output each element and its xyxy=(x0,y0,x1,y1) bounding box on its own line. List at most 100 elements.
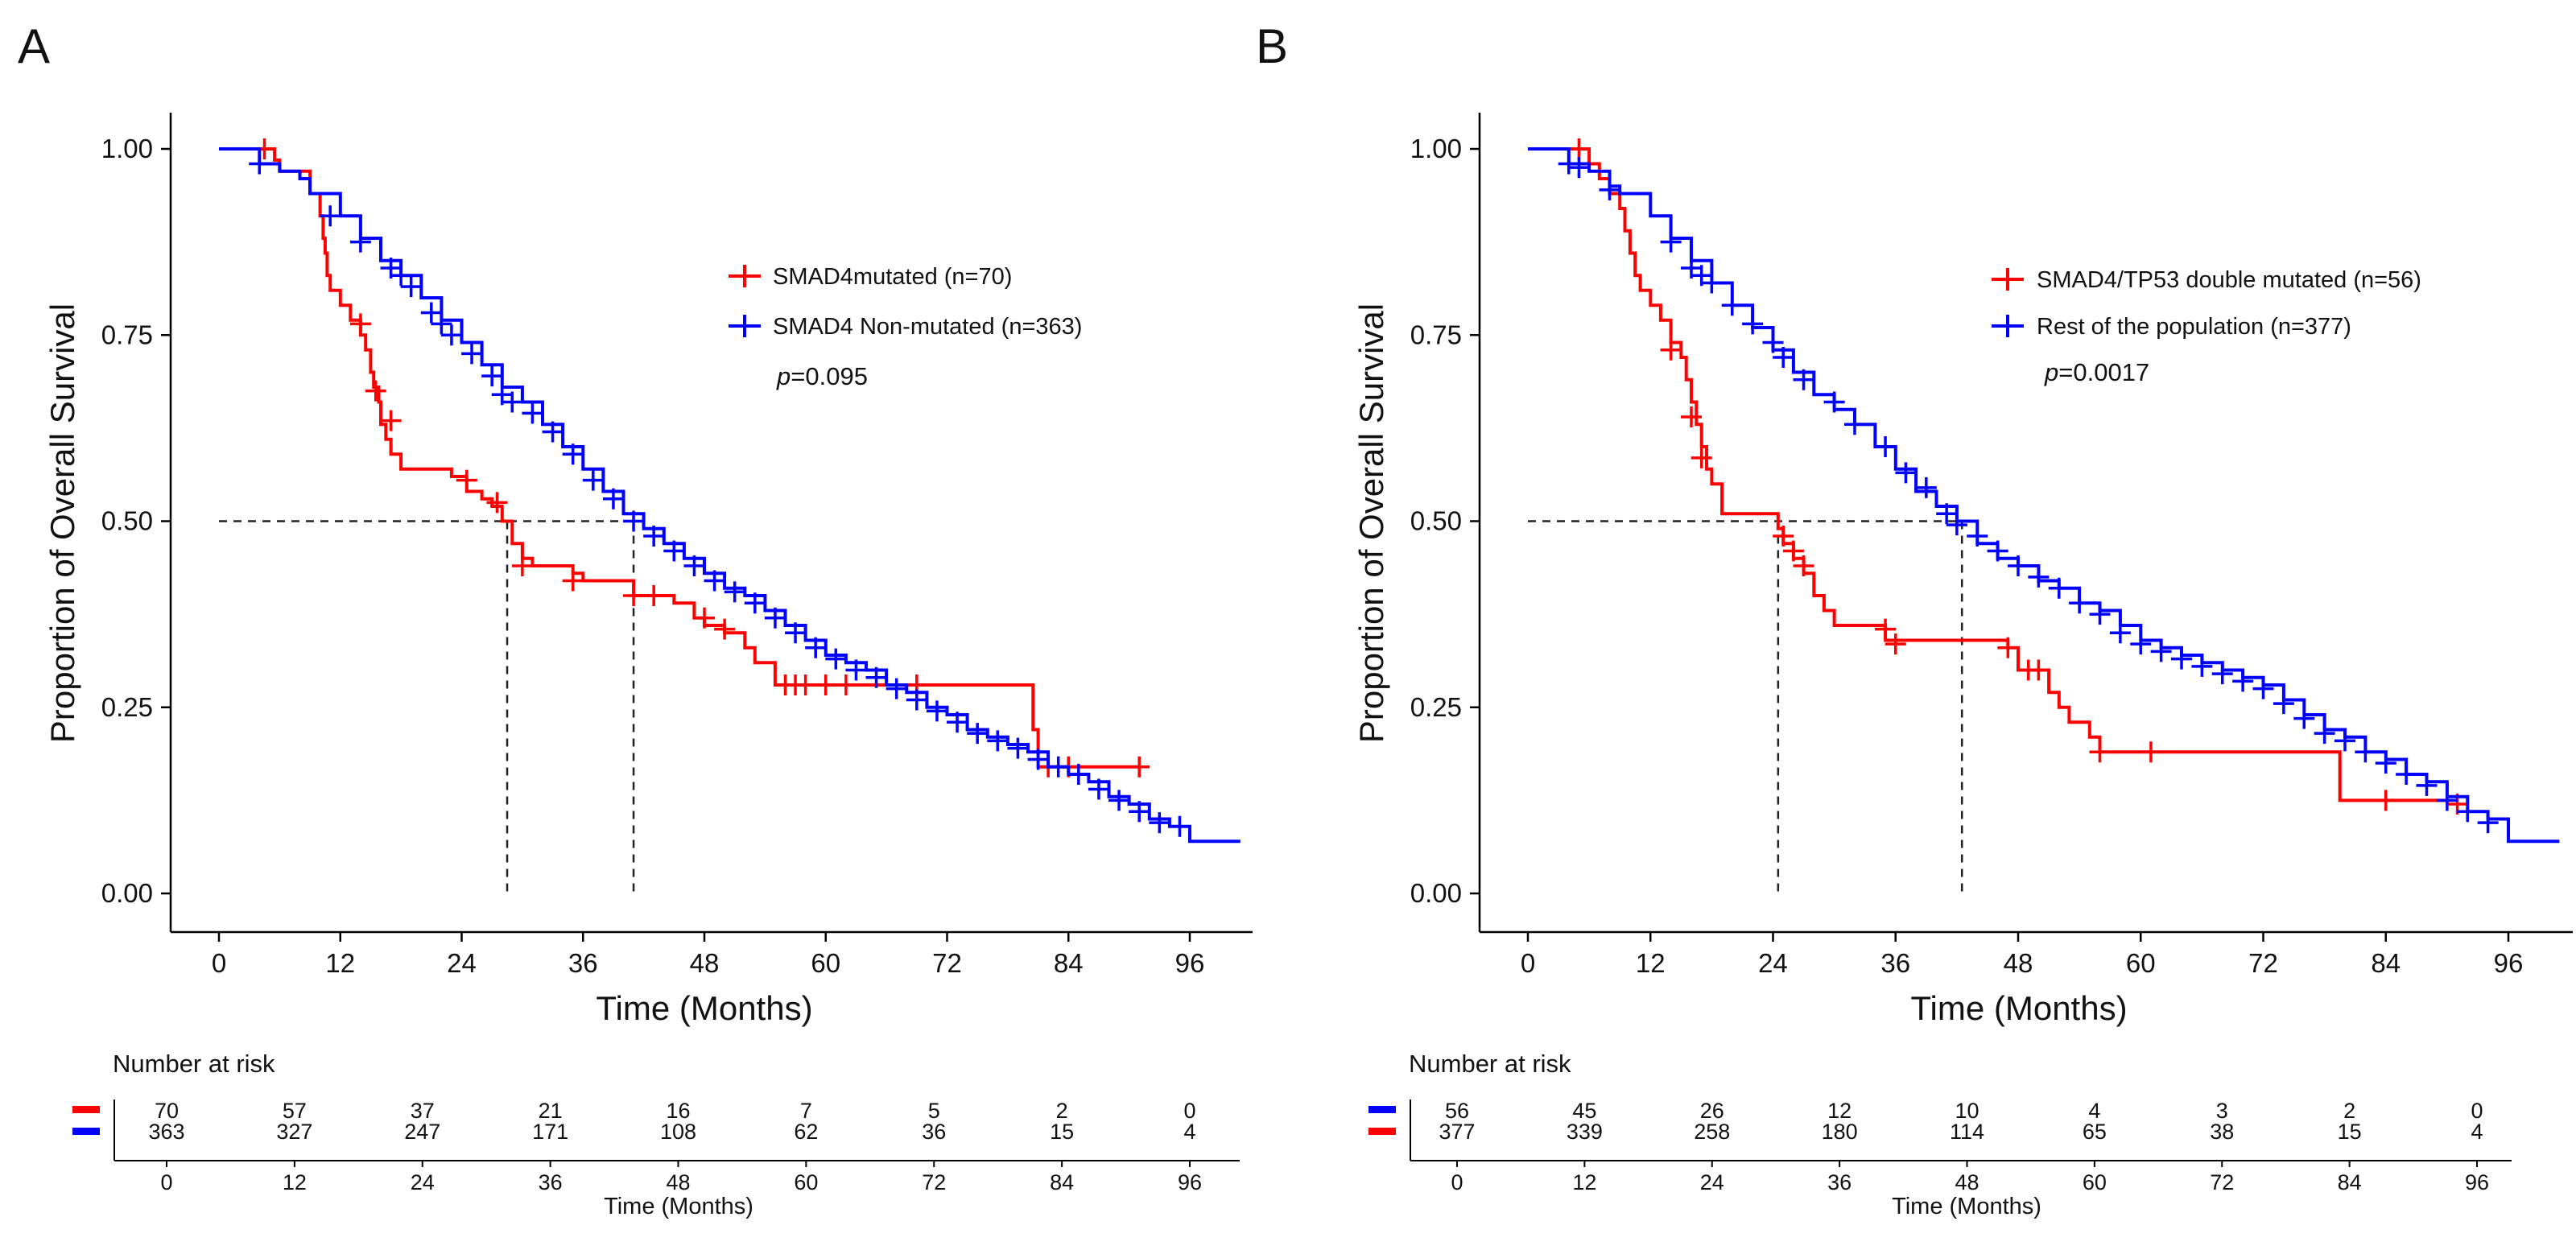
panel-b-legend: SMAD4/TP53 double mutated (n=56) Rest of… xyxy=(1992,267,2421,340)
panel-b-censor-mark xyxy=(1936,503,1958,525)
panel-a-plot: 0.00 0.25 0.50 0.75 1.00 0 12 24 36 48 60 72 84 96 xyxy=(101,113,1253,978)
legend-label: SMAD4/TP53 double mutated (n=56) xyxy=(2037,267,2421,293)
legend-label: Rest of the population (n=377) xyxy=(2037,314,2351,340)
panel-b-censor-mark xyxy=(2048,577,2070,599)
panel-b-censor-mark xyxy=(1793,369,1814,390)
panel-b-censor-mark xyxy=(2375,753,2396,774)
panel-a-censor-mark xyxy=(815,675,836,695)
panel-b-censor-mark xyxy=(1844,414,1865,435)
panel-a-censor-mark xyxy=(461,343,483,365)
panel-b-risk-tick-label: 60 xyxy=(2083,1170,2107,1194)
panel-b-risk-cell: 10 xyxy=(1955,1099,1979,1123)
panel-a-censor-mark xyxy=(785,622,807,644)
panel-a-risk-tick-label: 72 xyxy=(922,1170,946,1194)
panel-b-y-tick-label: 0.25 xyxy=(1410,692,1462,722)
panel-a-x-tick-label: 24 xyxy=(447,948,477,978)
risk-row-swatch xyxy=(72,1128,100,1135)
panel-a-censor-mark xyxy=(643,526,665,547)
panel-a-censor-mark xyxy=(704,570,725,592)
panel-a-censor-mark xyxy=(623,510,645,532)
panel-a-risk-cell: 16 xyxy=(666,1099,690,1123)
panel-b-censor-mark xyxy=(2171,648,2192,670)
panel-a-risk-tick-label: 12 xyxy=(283,1170,307,1194)
panel-a-censor-mark xyxy=(249,153,270,175)
panel-a-risk-tick-label: 96 xyxy=(1178,1170,1202,1194)
panel-b-censor-mark xyxy=(2109,622,2131,644)
panel-b-censor-mark xyxy=(2008,555,2029,576)
panel-b-censor-mark xyxy=(2416,774,2438,796)
panel-b-risk-tick-label: 24 xyxy=(1700,1170,1724,1194)
panel-a-risk-tick-label: 60 xyxy=(794,1170,818,1194)
panel-a-censor-mark xyxy=(431,313,452,335)
panel-b-censor-mark xyxy=(1690,447,1712,468)
panel-b-risk-tick-label: 12 xyxy=(1572,1170,1596,1194)
panel-b-y-tick-label: 0.50 xyxy=(1410,506,1462,536)
risk-row-swatch xyxy=(1368,1128,1396,1135)
panel-a-censor-mark xyxy=(420,302,442,324)
panel-a-x-tick-label: 36 xyxy=(568,948,598,978)
panel-a-censor-mark xyxy=(1007,737,1029,759)
panel-b-censor-mark xyxy=(1823,391,1845,413)
panel-a-censor-mark xyxy=(714,618,736,640)
panel-b-risk-x-title: Time (Months) xyxy=(1892,1194,2041,1219)
panel-b-risk-cell: 180 xyxy=(1822,1120,1858,1144)
panel-b-censor-mark xyxy=(1782,540,1804,562)
panel-b-censor-mark xyxy=(2436,790,2458,811)
panel-b-x-tick-label: 24 xyxy=(1758,948,1788,978)
panel-a-censor-mark xyxy=(1047,756,1069,778)
panel-b-censor-mark xyxy=(2477,812,2499,834)
panel-a-censor-mark xyxy=(906,689,927,711)
p-value-symbol: p xyxy=(2044,358,2058,386)
panel-b-censor-mark xyxy=(1701,272,1723,294)
panel-b-survival-curve-2 xyxy=(1528,147,2560,844)
panel-a-risk-cell: 70 xyxy=(155,1099,179,1123)
panel-b-y-axis-title: Proportion of Overall Survival xyxy=(1352,303,1390,743)
panel-a-censor-mark xyxy=(365,380,386,402)
panel-b-x-tick-label: 12 xyxy=(1636,948,1666,978)
panel-b-censor-mark xyxy=(1875,618,1897,640)
panel-a-risk-cell: 62 xyxy=(794,1120,818,1144)
panel-a-risk-tick-label: 48 xyxy=(666,1170,690,1194)
panel-b-censor-mark xyxy=(2211,663,2233,685)
panel-b-risk-cell: 339 xyxy=(1567,1120,1603,1144)
panel-a-censor-mark xyxy=(643,585,665,606)
panel-b-risk-tick-label: 84 xyxy=(2338,1170,2362,1194)
panel-a-risk-cell: 363 xyxy=(148,1120,184,1144)
panel-b-legend-item-rest-of-population: Rest of the population (n=377) xyxy=(1992,314,2351,340)
panel-a-risk-cell: 7 xyxy=(800,1099,812,1123)
panel-b-risk-cell: 12 xyxy=(1827,1099,1852,1123)
panel-b-x-tick-label: 84 xyxy=(2371,948,2401,978)
risk-row-swatch xyxy=(1368,1106,1396,1113)
panel-a-censor-mark xyxy=(562,443,584,465)
panel-a-censor-mark xyxy=(582,469,604,491)
panel-a-risk-cell: 36 xyxy=(922,1120,946,1144)
panel-b-censor-mark xyxy=(2314,723,2335,745)
panel-a-risk-tick-label: 84 xyxy=(1050,1170,1074,1194)
panel-b-risk-tick-label: 48 xyxy=(1955,1170,1979,1194)
panel-b-risk-cell: 258 xyxy=(1694,1120,1730,1144)
panel-b-censor-mark xyxy=(1681,406,1702,427)
panel-a-censor-mark xyxy=(947,712,968,733)
panel-a-censor-mark xyxy=(1129,756,1150,778)
panel-a-survival-curve-1 xyxy=(219,147,1140,769)
panel-b-x-axis-title: Time (Months) xyxy=(1910,989,2127,1027)
panel-a-censor-mark xyxy=(511,555,533,576)
panel-b-risk-cell: 56 xyxy=(1445,1099,1469,1123)
panel-b-y-tick-label: 0.75 xyxy=(1410,320,1462,349)
panel-b-x-tick-label: 0 xyxy=(1521,948,1535,978)
panel-a-censor-mark xyxy=(825,648,847,670)
panel-a-censor-mark xyxy=(390,265,412,287)
panel-b-censor-mark xyxy=(1558,153,1579,175)
panel-a-censor-mark xyxy=(724,581,745,603)
panel-b-risk-cell: 2 xyxy=(2343,1099,2355,1123)
panel-b-censor-mark xyxy=(1721,295,1743,316)
panel-b-censor-mark xyxy=(1660,339,1682,361)
panel-a-risk-tick-label: 0 xyxy=(160,1170,172,1194)
panel-a-censor-mark xyxy=(486,492,508,514)
panel-b-y-tick-label: 1.00 xyxy=(1410,134,1462,163)
panel-a-legend-item-smad4-non-mutated: SMAD4 Non-mutated (n=363) xyxy=(729,314,1082,340)
panel-b-censor-mark xyxy=(2457,801,2479,823)
panel-b-risk-cell: 3 xyxy=(2216,1099,2228,1123)
panel-a-risk-table: Number at risk 70 57 37 21 16 7 5 2 0 363 327 247 17… xyxy=(72,1050,1240,1219)
panel-a-risk-cell: 37 xyxy=(411,1099,435,1123)
